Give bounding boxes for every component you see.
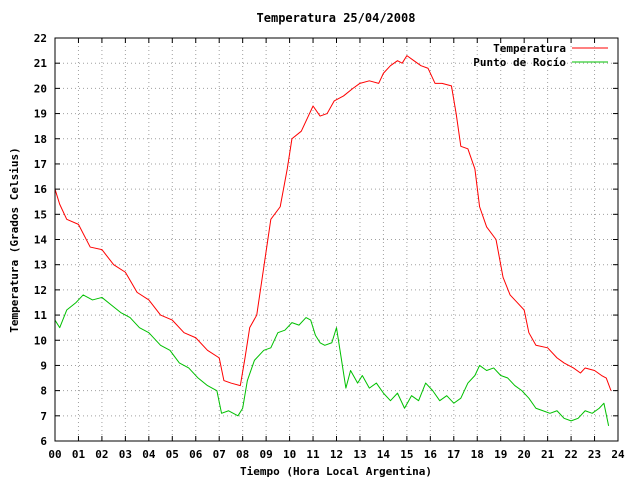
x-tick-label: 06 bbox=[189, 448, 203, 461]
y-tick-label: 7 bbox=[40, 410, 47, 423]
y-tick-label: 22 bbox=[34, 32, 47, 45]
x-tick-label: 21 bbox=[541, 448, 555, 461]
ticks: 00 01 02 03 04 05 06 07 08 09 10 11 12 13 14 15 16 17 18 19… bbox=[34, 32, 625, 461]
y-tick-label: 6 bbox=[40, 435, 47, 448]
x-tick-label: 17 bbox=[447, 448, 460, 461]
x-tick-label: 11 bbox=[306, 448, 320, 461]
x-tick-label: 03 bbox=[119, 448, 132, 461]
y-axis-label: Temperatura (Grados Celsius) bbox=[8, 147, 21, 332]
y-tick-label: 13 bbox=[34, 259, 47, 272]
y-tick-label: 11 bbox=[34, 309, 48, 322]
x-tick-label: 15 bbox=[400, 448, 413, 461]
x-tick-label: 09 bbox=[260, 448, 273, 461]
y-tick-label: 14 bbox=[34, 234, 48, 247]
x-tick-label: 02 bbox=[95, 448, 108, 461]
y-tick-label: 17 bbox=[34, 158, 47, 171]
y-tick-label: 21 bbox=[34, 57, 48, 70]
x-tick-label: 00 bbox=[48, 448, 61, 461]
x-tick-label: 20 bbox=[518, 448, 531, 461]
x-tick-label: 18 bbox=[471, 448, 484, 461]
x-axis-label: Tiempo (Hora Local Argentina) bbox=[240, 465, 432, 478]
y-tick-label: 12 bbox=[34, 284, 47, 297]
chart-title: Temperatura 25/04/2008 bbox=[257, 11, 416, 25]
x-tick-label: 05 bbox=[166, 448, 179, 461]
x-tick-label: 19 bbox=[494, 448, 507, 461]
y-tick-label: 15 bbox=[34, 208, 47, 221]
series-line-punto-de-rocio bbox=[54, 294, 610, 426]
y-tick-label: 10 bbox=[34, 334, 47, 347]
x-tick-label: 13 bbox=[353, 448, 366, 461]
x-tick-label: 22 bbox=[564, 448, 577, 461]
x-tick-label: 12 bbox=[330, 448, 343, 461]
x-tick-label: 16 bbox=[424, 448, 438, 461]
series-line-temperatura bbox=[54, 55, 612, 391]
y-tick-label: 19 bbox=[34, 108, 47, 121]
y-tick-label: 16 bbox=[34, 183, 48, 196]
y-tick-label: 18 bbox=[34, 133, 47, 146]
x-tick-label: 04 bbox=[142, 448, 156, 461]
y-tick-label: 20 bbox=[34, 82, 47, 95]
x-tick-label: 14 bbox=[377, 448, 391, 461]
series-layer bbox=[54, 55, 612, 426]
x-tick-label: 23 bbox=[588, 448, 601, 461]
x-tick-label: 01 bbox=[72, 448, 86, 461]
x-tick-label: 24 bbox=[611, 448, 625, 461]
grid bbox=[55, 38, 618, 441]
legend: Temperatura Punto de Rocío bbox=[473, 42, 608, 69]
y-tick-label: 8 bbox=[40, 385, 47, 398]
x-tick-label: 07 bbox=[213, 448, 226, 461]
legend-label-punto-de-rocio: Punto de Rocío bbox=[473, 56, 566, 69]
legend-label-temperatura: Temperatura bbox=[493, 42, 566, 55]
y-tick-label: 9 bbox=[40, 359, 47, 372]
x-tick-label: 08 bbox=[236, 448, 249, 461]
x-tick-label: 10 bbox=[283, 448, 296, 461]
